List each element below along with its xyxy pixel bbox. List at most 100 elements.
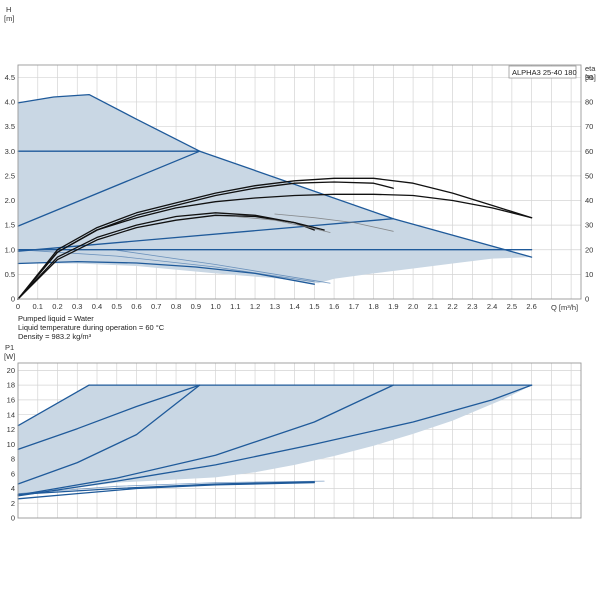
x-tick-label: 1.6 [329, 302, 339, 311]
note-pumped-liquid: Pumped liquid = Water [18, 314, 94, 323]
x-tick-label: 1.9 [388, 302, 398, 311]
eta-tick-label: 80 [585, 98, 593, 107]
eta-tick-label: 60 [585, 147, 593, 156]
x-tick-label: 2.4 [487, 302, 497, 311]
model-label-box [508, 65, 577, 79]
x-tick-label: 0.9 [191, 302, 201, 311]
head-series [17, 93, 533, 300]
eta-tick-label: 20 [585, 245, 593, 254]
pump-curve [17, 384, 90, 427]
note-liquid-temperature: Liquid temperature during operation = 60… [18, 323, 165, 332]
y-tick-label: 0 [11, 295, 15, 304]
head-y-axis-unit: [m] [4, 14, 14, 23]
x-tick-label: 1.5 [309, 302, 319, 311]
x-tick-label: 0.1 [33, 302, 43, 311]
x-tick-label: 0.8 [171, 302, 181, 311]
y-tick-label: 2.0 [5, 196, 15, 205]
x-tick-label: 0.6 [131, 302, 141, 311]
x-tick-label: 1.1 [230, 302, 240, 311]
power-chart: 0 2 4 6 8 10 12 14 16 18 20 P1 [W] [4, 343, 582, 523]
head-x-tick-labels: 0 0.1 0.2 0.3 0.4 0.5 0.6 0.7 0.8 0.9 1.0 1.1 1.2 1.3… [16, 302, 537, 311]
y-tick-label: 1.0 [5, 245, 15, 254]
y-tick-label: 14 [7, 410, 15, 419]
x-tick-label: 1.2 [250, 302, 260, 311]
power-plot-frame [17, 362, 582, 519]
x-tick-label: 0.5 [112, 302, 122, 311]
eta-axis-label: eta [585, 64, 596, 73]
y-tick-label: 2 [11, 499, 15, 508]
y-tick-label: 18 [7, 381, 15, 390]
y-tick-label: 8 [11, 455, 15, 464]
eta-tick-label: 90 [585, 73, 593, 82]
operating-area [18, 94, 532, 284]
head-operating-area [18, 94, 532, 284]
pump-curve [17, 481, 315, 500]
pump-curve [17, 384, 533, 497]
y-tick-label: 2.5 [5, 171, 15, 180]
y-tick-label: 12 [7, 425, 15, 434]
power-y-axis-unit: [W] [4, 352, 15, 361]
x-tick-label: 1.4 [289, 302, 299, 311]
pump-curve [17, 260, 315, 285]
y-tick-label: 1.5 [5, 221, 15, 230]
fluid-notes: Pumped liquid = Water Liquid temperature… [18, 314, 165, 341]
eta-tick-label: 0 [585, 295, 589, 304]
y-tick-label: 16 [7, 396, 15, 405]
head-y-axis-label: H [6, 5, 11, 14]
efficiency-curve [234, 216, 331, 233]
eta-axis-unit: [%] [585, 73, 596, 82]
pump-curve [17, 150, 201, 227]
x-tick-label: 1.3 [270, 302, 280, 311]
flow-axis-label: Q [m³/h] [551, 303, 578, 312]
x-tick-label: 0.4 [92, 302, 102, 311]
pump-curve [17, 480, 325, 494]
efficiency-curve [17, 177, 533, 300]
operating-area [18, 385, 532, 496]
y-tick-label: 3.5 [5, 122, 15, 131]
x-tick-label: 1.0 [210, 302, 220, 311]
y-tick-label: 4 [11, 484, 15, 493]
head-chart: 0 0.1 0.2 0.3 0.4 0.5 0.6 0.7 0.8 0.9 1.0 1.1 1.2 1.3… [4, 5, 596, 312]
pump-curve [17, 384, 201, 451]
x-tick-label: 0 [16, 302, 20, 311]
power-operating-area [18, 385, 532, 496]
model-label: ALPHA3 25-40 180 [512, 68, 577, 77]
eta-tick-label: 70 [585, 122, 593, 131]
power-series [17, 384, 533, 500]
pump-curve [17, 249, 315, 283]
x-tick-label: 0.3 [72, 302, 82, 311]
x-tick-label: 0.7 [151, 302, 161, 311]
pump-curve [17, 384, 394, 496]
pump-curve [17, 384, 201, 485]
head-eta-tick-labels: 0 10 20 30 40 50 60 70 80 90 [585, 73, 593, 304]
efficiency-curve [17, 214, 325, 300]
x-tick-label: 2.0 [408, 302, 418, 311]
power-y-axis-label: P1 [5, 343, 14, 352]
y-tick-label: 3.0 [5, 147, 15, 156]
eta-tick-label: 50 [585, 171, 593, 180]
y-tick-label: 0.5 [5, 270, 15, 279]
y-tick-label: 4.0 [5, 98, 15, 107]
y-tick-label: 4.5 [5, 73, 15, 82]
x-tick-label: 1.8 [368, 302, 378, 311]
y-tick-label: 20 [7, 366, 15, 375]
eta-tick-label: 10 [585, 270, 593, 279]
x-tick-label: 2.3 [467, 302, 477, 311]
efficiency-curve [274, 213, 394, 232]
head-plot-frame [17, 64, 582, 300]
head-y-tick-labels: 0 0.5 1.0 1.5 2.0 2.5 3.0 3.5 4.0 4.5 [5, 73, 15, 304]
x-tick-label: 2.6 [526, 302, 536, 311]
x-tick-label: 2.1 [428, 302, 438, 311]
eta-tick-label: 40 [585, 196, 593, 205]
y-tick-label: 0 [11, 514, 15, 523]
y-tick-label: 6 [11, 469, 15, 478]
y-tick-label: 10 [7, 440, 15, 449]
power-y-tick-labels: 0 2 4 6 8 10 12 14 16 18 20 [7, 366, 15, 523]
note-density: Density = 983.2 kg/m³ [18, 332, 92, 341]
eta-tick-label: 30 [585, 221, 593, 230]
pump-curve [17, 481, 315, 496]
x-tick-label: 2.2 [447, 302, 457, 311]
efficiency-curve [17, 193, 533, 300]
x-tick-label: 1.7 [349, 302, 359, 311]
